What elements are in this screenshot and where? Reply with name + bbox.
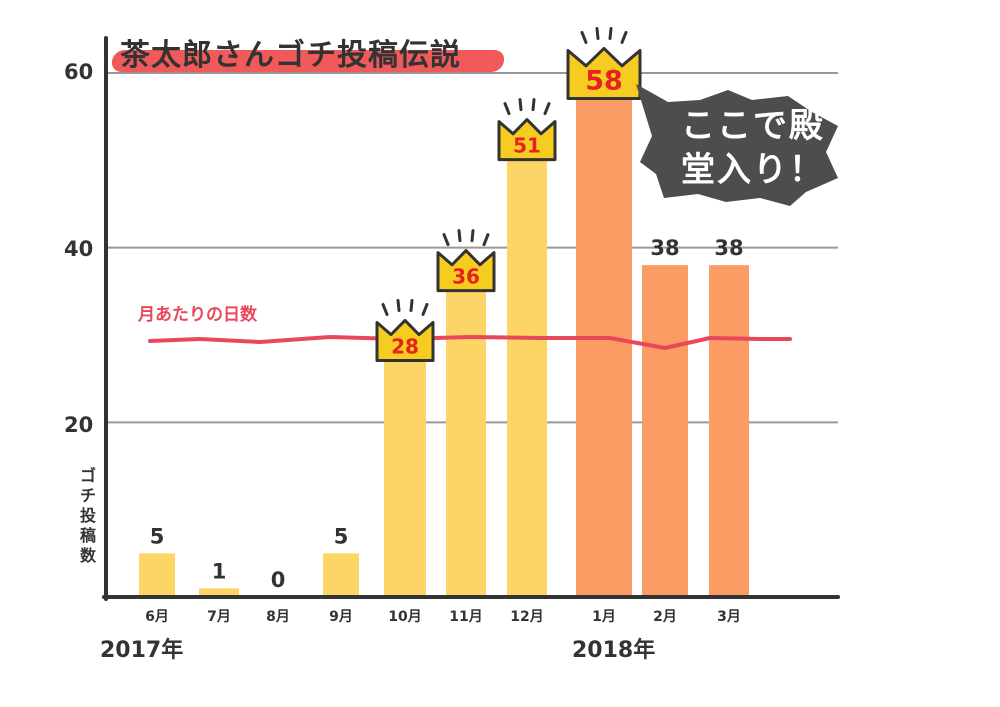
sparkle-28-3 xyxy=(421,302,429,316)
y-tick-20: 20 xyxy=(64,413,94,437)
callout-bubble xyxy=(636,84,838,206)
bar-1月 xyxy=(576,90,632,597)
bar-3月 xyxy=(709,265,749,597)
bar-10月 xyxy=(384,352,426,597)
x-tick-8月: 8月 xyxy=(266,609,290,625)
x-tick-3月: 3月 xyxy=(717,609,741,625)
value-label-2月: 38 xyxy=(650,236,679,260)
crowns: 28 36 51 58 xyxy=(375,26,642,362)
sparkle-28-1 xyxy=(396,298,401,312)
value-labels: 5 1 0 5 38 38 xyxy=(150,236,744,592)
sparkle-58-1 xyxy=(595,26,600,40)
x-tick-6月: 6月 xyxy=(145,609,169,625)
chart-title-text: 茶太郎さんゴチ投稿伝説 xyxy=(120,38,461,73)
x-tick-7月: 7月 xyxy=(207,609,231,625)
x-tick-9月: 9月 xyxy=(329,609,353,625)
y-tick-40: 40 xyxy=(64,237,94,261)
sparkle-51-1 xyxy=(518,98,523,112)
x-tick-12月: 12月 xyxy=(510,609,543,625)
bar-12月 xyxy=(507,151,547,597)
x-tick-11月: 11月 xyxy=(449,609,482,625)
axes xyxy=(102,36,840,601)
bar-9月 xyxy=(323,553,359,597)
reference-line xyxy=(148,335,792,350)
year-label-2018: 2018年 xyxy=(572,638,656,663)
reference-line-label: 月あたりの日数 xyxy=(138,305,257,325)
year-label-2017: 2017年 xyxy=(100,638,184,663)
crown-value-36: 36 xyxy=(452,265,480,289)
callout-text: ここで殿堂入り！ xyxy=(681,106,825,190)
value-label-6月: 5 xyxy=(150,524,165,548)
sparkle-36-1 xyxy=(457,229,462,243)
crown-51 xyxy=(497,118,557,162)
sparkle-28-2 xyxy=(409,298,414,312)
x-tick-2月: 2月 xyxy=(653,609,677,625)
bars xyxy=(139,90,749,597)
sparkle-51-3 xyxy=(543,102,551,116)
crown-value-51: 51 xyxy=(513,134,541,158)
value-label-8月: 0 xyxy=(271,568,286,592)
sparkle-36-0 xyxy=(442,233,450,247)
crown-value-28: 28 xyxy=(391,334,419,358)
x-tick-labels: 6月 7月 8月 9月 10月 11月 12月 1月 2月 3月 xyxy=(145,609,741,625)
sparkle-51-2 xyxy=(531,98,536,112)
crown-28 xyxy=(375,318,435,362)
y-axis-label: ゴチ投稿数 xyxy=(79,466,96,565)
bar-7月 xyxy=(199,588,239,597)
value-label-3月: 38 xyxy=(714,236,743,260)
sparkle-36-2 xyxy=(470,229,475,243)
crown-36 xyxy=(436,249,496,293)
chart-title: 茶太郎さんゴチ投稿伝説 xyxy=(110,30,506,73)
value-label-9月: 5 xyxy=(334,524,349,548)
bar-6月 xyxy=(139,553,175,597)
reference-line-path xyxy=(148,335,792,350)
crown-value-58: 58 xyxy=(585,65,623,96)
sparkle-28-0 xyxy=(381,302,389,316)
y-tick-60: 60 xyxy=(64,60,94,84)
bar-2月 xyxy=(642,265,688,597)
bar-11月 xyxy=(446,282,486,597)
callout-shape xyxy=(636,84,838,206)
x-tick-1月: 1月 xyxy=(592,609,616,625)
sparkle-58-2 xyxy=(608,26,613,40)
value-label-7月: 1 xyxy=(212,559,227,583)
x-tick-10月: 10月 xyxy=(388,609,421,625)
sparkle-51-0 xyxy=(503,102,511,116)
sparkle-58-0 xyxy=(580,30,588,44)
sparkle-58-3 xyxy=(620,30,628,44)
sparkle-36-3 xyxy=(482,233,490,247)
